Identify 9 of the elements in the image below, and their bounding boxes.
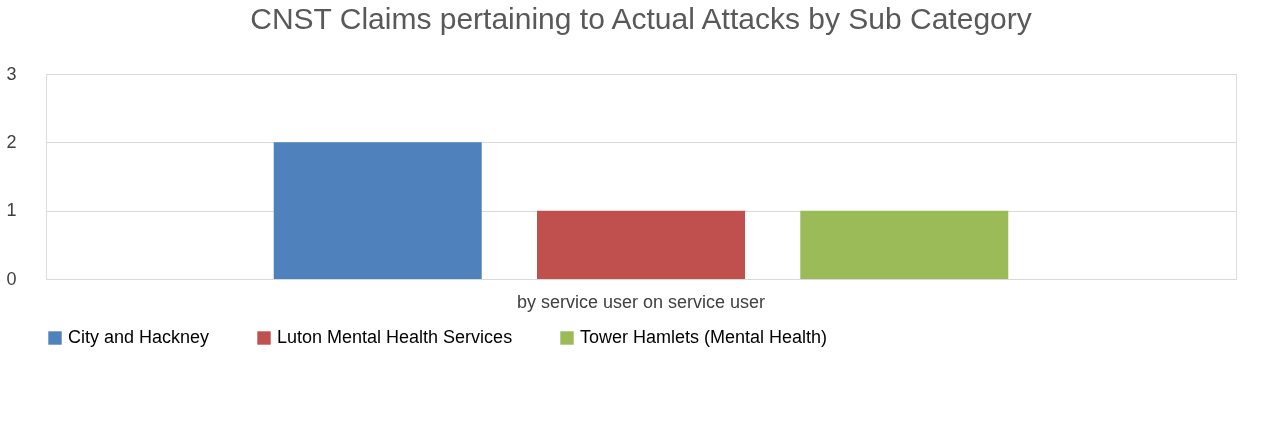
legend-label: City and Hackney [68, 327, 210, 347]
y-tick-label: 3 [6, 63, 17, 84]
y-tick-label: 2 [6, 131, 17, 152]
y-tick-label: 1 [6, 200, 17, 221]
legend-label: Luton Mental Health Services [277, 327, 513, 347]
chart-title: CNST Claims pertaining to Actual Attacks by Sub Category [250, 2, 1032, 35]
x-tick-label: by service user on service user [516, 291, 766, 312]
legend-label: Tower Hamlets (Mental Health) [580, 327, 828, 347]
y-tick-label: 0 [6, 268, 17, 289]
